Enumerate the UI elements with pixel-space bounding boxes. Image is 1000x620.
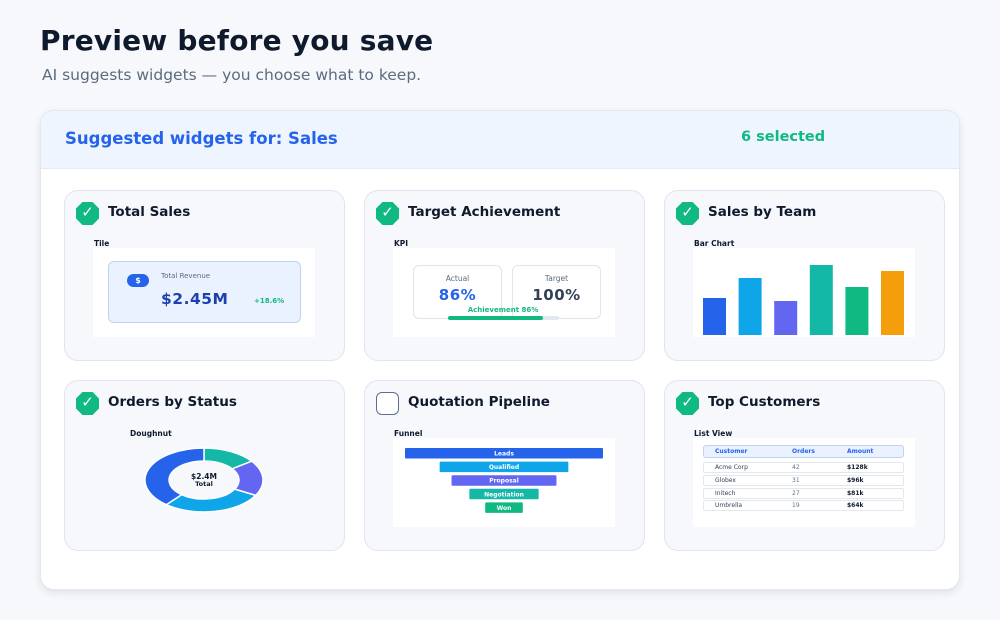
panel-header: Suggested widgets for: Sales 6 selected [41,111,959,169]
widget-title: Total Sales [108,204,191,220]
widget-title: Top Customers [708,394,821,410]
bar-chart: JanFebMarAprMayJun [703,265,904,343]
widget-type: List View [694,429,733,438]
funnel-stage [451,475,557,486]
widget-title: Quotation Pipeline [408,394,550,410]
funnel-stage-label: Qualified [489,464,519,471]
bar [703,298,726,335]
kpi-actual-value: 86% [438,286,477,304]
customer-orders: 42 [792,464,800,471]
doughnut-slice [144,447,205,506]
widget-card-sales-by-team[interactable]: ✓ Sales by Team Bar Chart JanFebMarAprMa… [664,190,945,361]
widget-type: Tile [94,239,110,248]
funnel-chart: Leads Qualified Proposal Negotiation Won [405,448,603,513]
customer-amount: $96k [847,477,864,484]
doughnut-slice [164,488,258,513]
kpi-caption: Achievement 86% [467,306,539,314]
check-icon[interactable]: ✓ [376,202,399,225]
widget-card-orders-by-status[interactable]: ✓ Orders by Status Doughnut $2.4M Total [64,380,345,551]
doughnut-preview: $2.4M Total [93,438,315,527]
customer-orders: 31 [792,477,800,484]
tile-delta: +18.6% [254,297,285,305]
funnel-stage-label: Proposal [489,478,519,485]
widget-title: Orders by Status [108,394,237,410]
suggested-widgets-panel: Suggested widgets for: Sales 6 selected … [40,110,960,590]
widget-type: Funnel [394,429,423,438]
page-subtitle: AI suggests widgets — you choose what to… [42,66,422,84]
tile-value: $2.45M [161,290,229,308]
panel-title: Suggested widgets for: Sales [65,129,338,148]
check-icon[interactable]: ✓ [676,202,699,225]
kpi-actual-box: Actual 86% [413,265,502,319]
list-item: Acme Corp 42 $128k [703,462,904,473]
funnel-stage [439,461,569,473]
widget-title: Sales by Team [708,204,817,220]
funnel-preview: Leads Qualified Proposal Negotiation Won [393,438,615,527]
tile-box: $ Total Revenue $2.45M +18.6% [108,261,301,323]
doughnut-center-label: Total [195,480,213,488]
widget-card-quotation-pipeline[interactable]: Quotation Pipeline Funnel Leads Qualified… [364,380,645,551]
widget-type: KPI [394,239,409,248]
funnel-stage [405,448,603,459]
kpi-preview: Actual 86% Target 100% Achievement 86% [393,248,615,337]
widget-title: Target Achievement [408,204,561,220]
funnel-stage-label: Leads [494,451,514,458]
customer-amount: $128k [847,464,868,471]
list-item: Umbrella 19 $64k [703,500,904,511]
bar [738,278,762,335]
list-item: Globex 31 $96k [703,475,904,486]
funnel-stage-label: Won [497,505,512,512]
bar [809,265,833,335]
column-header: Amount [847,448,874,455]
customer-orders: 27 [792,490,800,497]
check-icon[interactable]: ✓ [676,392,699,415]
kpi-progress-fill [448,316,544,320]
widget-type: Doughnut [130,429,172,438]
check-icon[interactable]: ✓ [76,202,99,225]
list-header-row: Customer Orders Amount [703,445,904,458]
list-view-preview: Customer Orders Amount Acme Corp 42 $128… [693,438,915,527]
funnel-stage-label: Negotiation [484,491,524,498]
widget-type: Bar Chart [694,239,735,248]
widget-card-target-achievement[interactable]: ✓ Target Achievement KPI Actual 86% Targ… [364,190,645,361]
tile-label: Total Revenue [161,272,211,280]
customer-amount: $81k [847,490,864,497]
kpi-target-value: 100% [532,286,581,304]
customer-amount: $64k [847,502,864,509]
bar [881,271,904,335]
doughnut-center-value: $2.4M [191,472,217,481]
widget-card-top-customers[interactable]: ✓ Top Customers List View Customer Order… [664,380,945,551]
bar [845,287,869,335]
funnel-stage [485,502,523,513]
kpi-progress-bar [448,316,559,320]
widget-card-total-sales[interactable]: ✓ Total Sales Tile $ Total Revenue $2.45… [64,190,345,361]
column-header: Orders [792,448,815,455]
selected-count: 6 selected [741,129,826,145]
customer-name: Umbrella [715,502,743,509]
customer-name: Acme Corp [715,464,748,471]
customer-name: Globex [715,477,736,484]
customer-orders: 19 [792,502,800,509]
kpi-actual-label: Actual [445,274,470,283]
bar [774,301,798,335]
dollar-icon: $ [127,274,149,287]
checkbox-empty-icon[interactable] [376,392,399,415]
bar-chart-preview: JanFebMarAprMayJun [693,248,915,343]
funnel-stage [469,488,539,500]
column-header: Customer [715,448,748,455]
page-title: Preview before you save [40,24,434,57]
check-icon[interactable]: ✓ [76,392,99,415]
list-item: Initech 27 $81k [703,488,904,499]
kpi-target-label: Target [544,274,569,283]
tile-preview: $ Total Revenue $2.45M +18.6% [93,248,315,337]
customer-name: Initech [715,490,736,497]
